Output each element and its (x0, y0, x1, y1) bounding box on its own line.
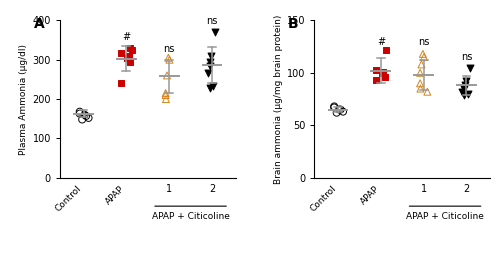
Point (462, 79, 470, 83)
Point (204, 71, 212, 75)
Point (84, 116, 92, 120)
Text: Control: Control (54, 184, 84, 214)
Point (163, 73, 171, 77)
Point (332, 111, 340, 115)
Point (82, 114, 90, 118)
Point (162, 93, 170, 97)
Point (76, 110, 84, 114)
Text: APAP: APAP (104, 184, 126, 206)
Text: Control: Control (308, 184, 338, 214)
Point (126, 60, 134, 64)
Text: 2: 2 (464, 184, 469, 194)
Point (206, 64, 214, 68)
Point (124, 54, 132, 58)
Point (466, 66, 473, 70)
Text: ns: ns (206, 16, 218, 26)
Point (117, 51, 125, 55)
Text: ns: ns (418, 37, 430, 46)
Y-axis label: Plasma Ammonia (μg/dl): Plasma Ammonia (μg/dl) (20, 43, 28, 155)
Point (458, 90, 466, 94)
Point (118, 81, 126, 85)
Point (464, 92, 471, 96)
Text: #: # (122, 32, 130, 42)
Point (330, 104, 338, 108)
Point (382, 48, 390, 52)
Point (461, 83, 469, 87)
Point (208, 54, 216, 58)
Point (78, 118, 86, 122)
Point (460, 93, 468, 97)
Point (162, 91, 170, 95)
Point (379, 70, 387, 74)
Point (460, 87, 468, 91)
Text: ns: ns (164, 44, 175, 54)
Point (381, 75, 389, 79)
Point (336, 107, 344, 112)
Point (424, 90, 432, 94)
Y-axis label: Brain ammonia (μg/mg brain protein): Brain ammonia (μg/mg brain protein) (274, 14, 283, 184)
Point (378, 71, 386, 75)
Point (420, 55, 428, 59)
Text: 1: 1 (166, 184, 172, 194)
Point (335, 107, 343, 112)
Point (126, 46, 134, 50)
Point (80, 113, 88, 117)
Point (209, 84, 217, 88)
Point (416, 87, 424, 91)
Point (339, 110, 347, 114)
Point (76, 112, 84, 116)
Text: B: B (288, 17, 299, 31)
Text: 1: 1 (420, 184, 426, 194)
Point (164, 56, 172, 60)
Point (162, 97, 170, 101)
Text: ns: ns (461, 52, 472, 62)
Point (330, 105, 338, 109)
Point (166, 58, 173, 62)
Point (206, 60, 214, 64)
Text: 2: 2 (209, 184, 215, 194)
Text: #: # (377, 37, 385, 46)
Point (206, 86, 214, 90)
Point (372, 68, 380, 72)
Text: APAP + Citicoline: APAP + Citicoline (406, 212, 484, 221)
Point (124, 56, 132, 60)
Text: APAP: APAP (358, 184, 381, 206)
Point (416, 81, 424, 85)
Point (416, 71, 424, 75)
Point (419, 52, 427, 56)
Point (418, 62, 426, 67)
Point (211, 30, 219, 34)
Text: A: A (34, 17, 44, 31)
Point (128, 48, 136, 52)
Text: APAP + Citicoline: APAP + Citicoline (152, 212, 230, 221)
Point (372, 78, 380, 82)
